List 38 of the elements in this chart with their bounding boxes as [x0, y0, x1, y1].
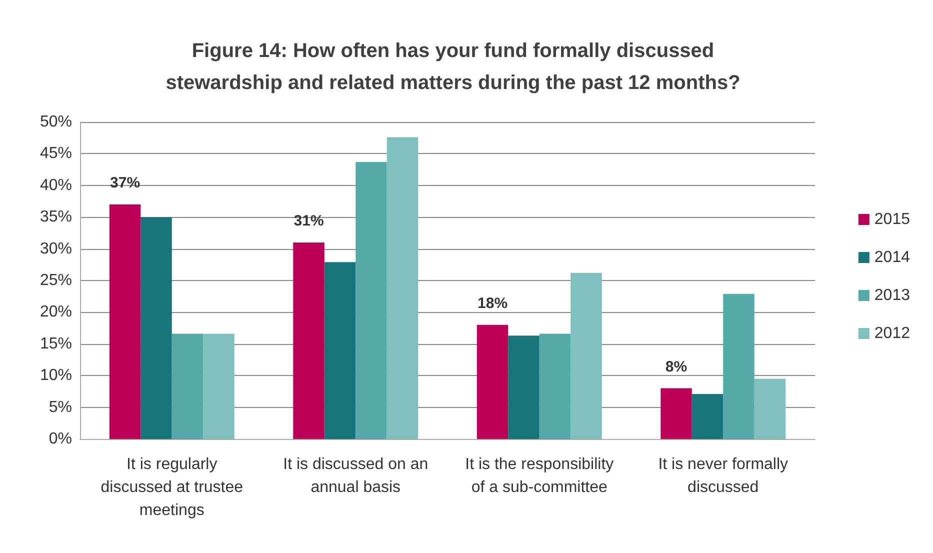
- bar: [539, 334, 571, 439]
- bar: [172, 334, 204, 439]
- bar: [386, 137, 418, 439]
- legend-label: 2015: [874, 211, 910, 228]
- legend-label: 2012: [874, 325, 910, 342]
- y-tick-label: 45%: [40, 145, 72, 162]
- bar: [109, 204, 141, 439]
- bar: [754, 378, 786, 439]
- bar: [356, 162, 387, 439]
- x-tick-label: It is discussed on an annual basis: [283, 456, 428, 496]
- bar: [203, 334, 234, 439]
- bar: [508, 336, 540, 439]
- bar: [570, 272, 602, 439]
- bar: [293, 242, 324, 439]
- x-tick-label: It is never formally discussed: [658, 456, 788, 496]
- y-tick-label: 25%: [40, 272, 72, 289]
- y-tick-label: 40%: [40, 176, 72, 194]
- bar: [140, 217, 172, 439]
- bar: [324, 262, 356, 439]
- legend-label: 2013: [874, 287, 910, 304]
- data-label: 18%: [478, 294, 508, 312]
- chart-title: Figure 14: How often has your fund formally discussed stewardship and related matters during the past 12 months?: [166, 40, 740, 94]
- bar: [476, 324, 508, 439]
- bar: [692, 394, 724, 439]
- y-tick-label: 50%: [40, 114, 72, 130]
- y-tick-label: 15%: [40, 335, 72, 352]
- x-tick-label: It is regularly discussed at trustee meetings: [100, 456, 244, 519]
- y-tick-label: 0%: [48, 430, 72, 448]
- y-tick-label: 30%: [40, 240, 72, 258]
- bar: [660, 388, 692, 439]
- bar: [723, 294, 754, 439]
- y-tick-label: 20%: [40, 304, 72, 321]
- legend-label: 2014: [874, 249, 910, 266]
- x-tick-label: It is the responsibility of a sub-committee: [465, 456, 614, 496]
- y-tick-label: 35%: [40, 208, 72, 226]
- data-label: 8%: [665, 358, 688, 376]
- y-tick-label: 10%: [40, 367, 72, 384]
- y-tick-label: 5%: [48, 398, 72, 416]
